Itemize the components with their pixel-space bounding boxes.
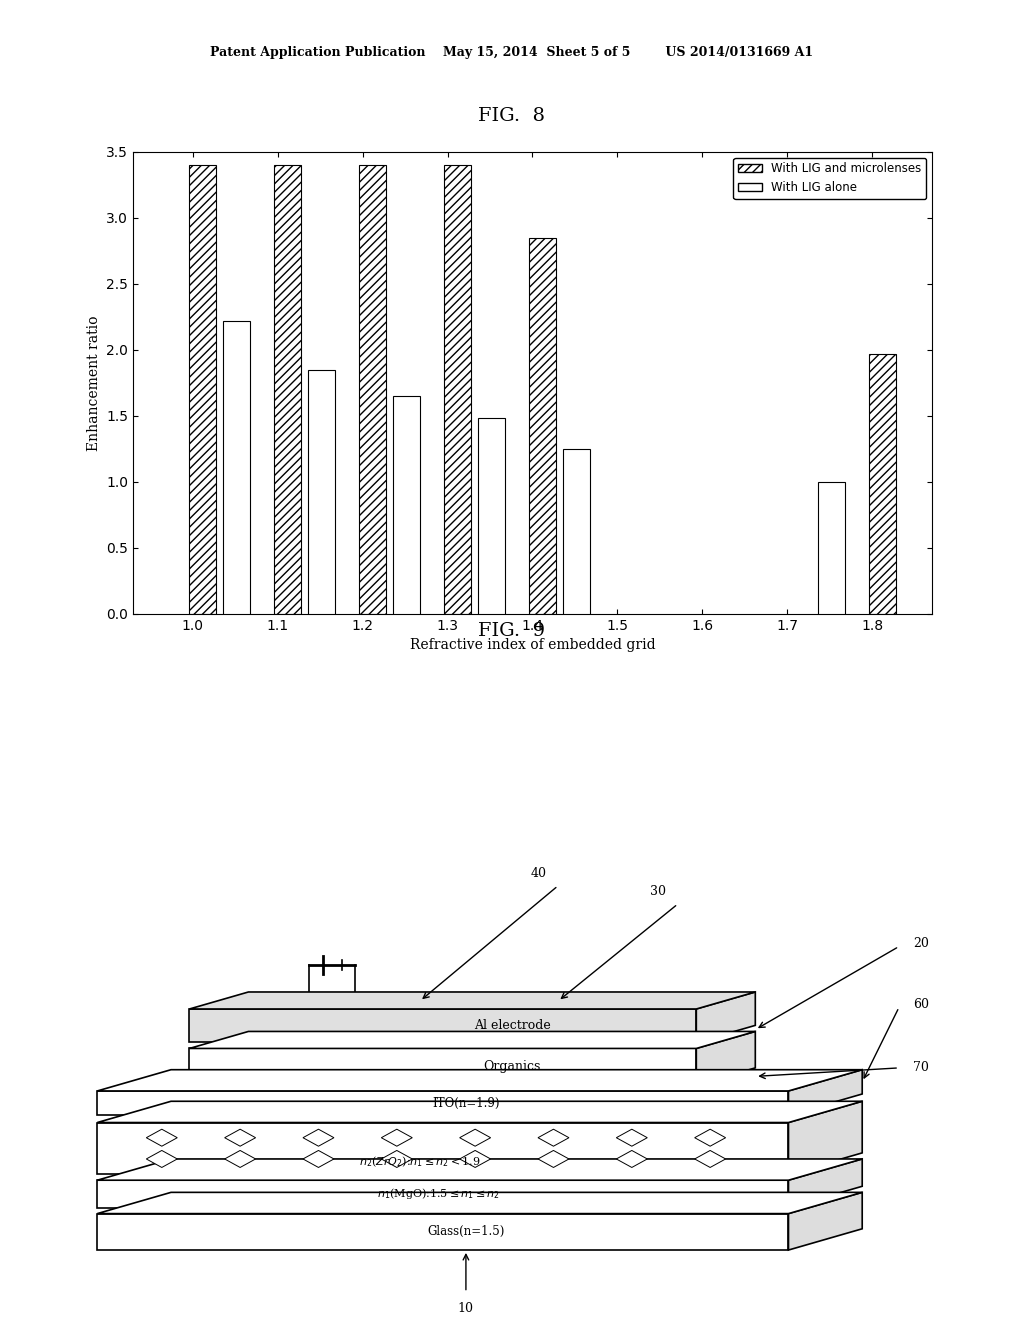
Polygon shape <box>97 1090 788 1115</box>
Text: Al electrode: Al electrode <box>474 1019 550 1032</box>
Polygon shape <box>616 1151 647 1167</box>
Polygon shape <box>97 1192 862 1213</box>
Text: 70: 70 <box>913 1061 929 1074</box>
Polygon shape <box>97 1069 862 1090</box>
Bar <box>223 321 251 614</box>
Bar <box>393 396 420 614</box>
Polygon shape <box>303 1151 334 1167</box>
Polygon shape <box>460 1151 490 1167</box>
Polygon shape <box>788 1159 862 1208</box>
Polygon shape <box>97 1213 788 1250</box>
Polygon shape <box>97 1180 788 1208</box>
Y-axis label: Enhancement ratio: Enhancement ratio <box>87 315 100 450</box>
Bar <box>563 449 590 614</box>
Text: ITO(n=1.9): ITO(n=1.9) <box>432 1097 500 1110</box>
Polygon shape <box>97 1101 862 1122</box>
Text: Glass(n=1.5): Glass(n=1.5) <box>427 1225 505 1238</box>
Polygon shape <box>538 1151 569 1167</box>
Bar <box>529 238 556 614</box>
Polygon shape <box>146 1129 177 1146</box>
Polygon shape <box>696 1031 756 1085</box>
Text: 40: 40 <box>530 867 547 880</box>
Text: FIG.  8: FIG. 8 <box>478 107 546 125</box>
Text: 30: 30 <box>650 886 667 899</box>
Polygon shape <box>381 1151 413 1167</box>
Text: 20: 20 <box>913 937 929 950</box>
X-axis label: Refractive index of embedded grid: Refractive index of embedded grid <box>410 638 655 652</box>
Polygon shape <box>224 1151 256 1167</box>
Bar <box>308 370 335 614</box>
Polygon shape <box>788 1101 862 1175</box>
Polygon shape <box>616 1129 647 1146</box>
Polygon shape <box>788 1069 862 1115</box>
Polygon shape <box>97 1122 788 1175</box>
Bar <box>274 165 301 614</box>
Polygon shape <box>538 1129 569 1146</box>
Text: $n_1$(MgO):1.5$\leq$$n_1$$\leq$$n_2$: $n_1$(MgO):1.5$\leq$$n_1$$\leq$$n_2$ <box>377 1187 500 1201</box>
Polygon shape <box>788 1192 862 1250</box>
Bar <box>818 482 845 614</box>
Polygon shape <box>189 1048 696 1085</box>
Text: $n_2$($ZrO_2$):$n_1$$\leq$$n_2$$<$1.9: $n_2$($ZrO_2$):$n_1$$\leq$$n_2$$<$1.9 <box>359 1155 480 1170</box>
Bar <box>478 418 505 614</box>
Legend: With LIG and microlenses, With LIG alone: With LIG and microlenses, With LIG alone <box>733 157 926 199</box>
Bar <box>359 165 386 614</box>
Polygon shape <box>694 1151 726 1167</box>
Polygon shape <box>189 993 756 1008</box>
Bar <box>869 354 896 614</box>
Polygon shape <box>696 993 756 1043</box>
Polygon shape <box>146 1151 177 1167</box>
Text: 10: 10 <box>458 1302 474 1315</box>
Text: FIG.  9: FIG. 9 <box>478 622 546 640</box>
Bar <box>444 165 471 614</box>
Polygon shape <box>694 1129 726 1146</box>
Text: Patent Application Publication    May 15, 2014  Sheet 5 of 5        US 2014/0131: Patent Application Publication May 15, 2… <box>211 46 813 59</box>
Text: 60: 60 <box>913 998 929 1011</box>
Bar <box>189 165 216 614</box>
Polygon shape <box>303 1129 334 1146</box>
Text: Organics: Organics <box>483 1060 541 1073</box>
Polygon shape <box>189 1031 756 1048</box>
Polygon shape <box>189 1008 696 1043</box>
Polygon shape <box>460 1129 490 1146</box>
Polygon shape <box>381 1129 413 1146</box>
Polygon shape <box>97 1159 862 1180</box>
Polygon shape <box>224 1129 256 1146</box>
